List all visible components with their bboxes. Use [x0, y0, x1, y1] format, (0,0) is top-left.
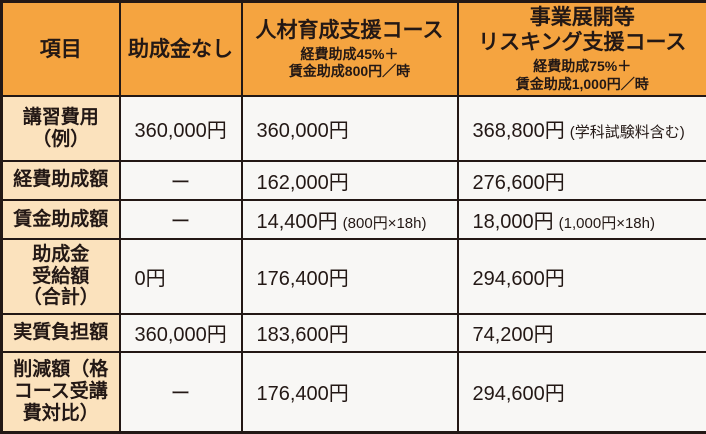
- value-cell: ー: [118, 159, 243, 202]
- header-reskilling-course-title: 事業展開等 リスキング支援コース: [478, 6, 687, 55]
- value-text: 14,400円: [256, 211, 338, 234]
- value-text: ー: [170, 211, 191, 234]
- value-cell: 162,000円: [240, 159, 459, 202]
- row-header-cell: 削減額（格 コース受講 費対比）: [0, 350, 121, 434]
- header-item-label: 項目: [39, 37, 82, 61]
- table-row: 講習費用 （例） 360,000円 360,000円 368,800円 (学科試験料含む…: [0, 95, 706, 162]
- value-cell: ー: [118, 350, 243, 434]
- row-header-cell: 賃金助成額: [0, 199, 121, 241]
- value-text: ー: [170, 383, 191, 406]
- table-body: 講習費用 （例） 360,000円 360,000円 368,800円 (学科試験料含む…: [0, 95, 706, 434]
- value-text: 360,000円: [256, 120, 349, 143]
- header-hr-development-course-title: 人材育成支援コース: [255, 18, 444, 42]
- header-reskilling-course-subtitle: 経費助成75%＋ 賃金助成1,000円／時: [515, 58, 649, 92]
- header-reskilling-course-column: 事業展開等 リスキング支援コース 経費助成75%＋ 賃金助成1,000円／時: [456, 0, 706, 98]
- table-row: 実質負担額 360,000円 183,600円 74,200円: [0, 312, 706, 353]
- value-cell: 176,400円: [240, 238, 459, 315]
- value-text: 0円: [134, 267, 166, 290]
- value-note: (1,000円×18h): [558, 215, 655, 233]
- value-text: 368,800円: [472, 120, 565, 143]
- value-cell: 294,600円: [456, 238, 706, 315]
- value-note: (800円×18h): [342, 215, 427, 233]
- header-item-column: 項目: [0, 0, 121, 98]
- header-hr-development-course-column: 人材育成支援コース 経費助成45%＋ 賃金助成800円／時: [240, 0, 459, 98]
- table-row: 助成金 受給額 （合計） 0円 176,400円 294,600円: [0, 238, 706, 315]
- header-row: 項目 助成金なし 人材育成支援コース 経費助成45%＋ 賃金助成800円／時 事…: [0, 0, 706, 98]
- value-cell: 0円: [118, 238, 243, 315]
- value-cell: 74,200円: [456, 312, 706, 353]
- value-cell: 360,000円: [118, 95, 243, 162]
- value-text: 360,000円: [134, 324, 227, 347]
- value-text: 176,400円: [256, 383, 349, 406]
- value-text: 176,400円: [256, 267, 349, 290]
- value-text: 183,600円: [256, 324, 349, 347]
- value-cell: 276,600円: [456, 159, 706, 202]
- row-header-cell: 実質負担額: [0, 312, 121, 353]
- header-no-subsidy-column: 助成金なし: [118, 0, 243, 98]
- value-text: 18,000円: [472, 211, 554, 234]
- value-cell: 360,000円: [240, 95, 459, 162]
- value-cell: 14,400円 (800円×18h): [240, 199, 459, 241]
- value-note: (学科試験料含む): [569, 124, 685, 142]
- value-text: 162,000円: [256, 171, 349, 194]
- table-header: 項目 助成金なし 人材育成支援コース 経費助成45%＋ 賃金助成800円／時 事…: [0, 0, 706, 98]
- table-row: 経費助成額 ー 162,000円 276,600円: [0, 159, 706, 202]
- table-row: 削減額（格 コース受講 費対比） ー 176,400円 294,600円: [0, 350, 706, 434]
- value-text: 74,200円: [472, 324, 554, 347]
- value-text: 360,000円: [134, 120, 227, 143]
- value-cell: 183,600円: [240, 312, 459, 353]
- value-text: ー: [170, 171, 191, 194]
- value-cell: 368,800円 (学科試験料含む): [456, 95, 706, 162]
- value-cell: ー: [118, 199, 243, 241]
- value-text: 294,600円: [472, 267, 565, 290]
- value-cell: 18,000円 (1,000円×18h): [456, 199, 706, 241]
- row-header-cell: 助成金 受給額 （合計）: [0, 238, 121, 315]
- row-header-cell: 経費助成額: [0, 159, 121, 202]
- value-cell: 294,600円: [456, 350, 706, 434]
- value-text: 276,600円: [472, 171, 565, 194]
- row-header-cell: 講習費用 （例）: [0, 95, 121, 162]
- header-no-subsidy-label: 助成金なし: [128, 37, 233, 61]
- value-text: 294,600円: [472, 383, 565, 406]
- value-cell: 360,000円: [118, 312, 243, 353]
- header-hr-development-course-subtitle: 経費助成45%＋ 賃金助成800円／時: [288, 45, 411, 80]
- table-row: 賃金助成額ー 14,400円 (800円×18h) 18,000円 (1,000円×18…: [0, 199, 706, 241]
- value-cell: 176,400円: [240, 350, 459, 434]
